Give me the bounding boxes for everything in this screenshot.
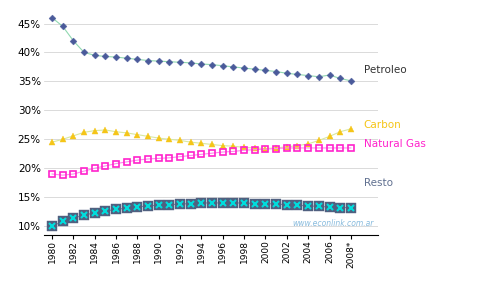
Text: Natural Gas: Natural Gas [363,139,425,149]
Text: Resto: Resto [363,178,393,188]
Text: Carbon: Carbon [363,120,401,130]
Text: www.econlink.com.ar: www.econlink.com.ar [293,219,374,228]
Text: Petroleo: Petroleo [363,65,406,75]
